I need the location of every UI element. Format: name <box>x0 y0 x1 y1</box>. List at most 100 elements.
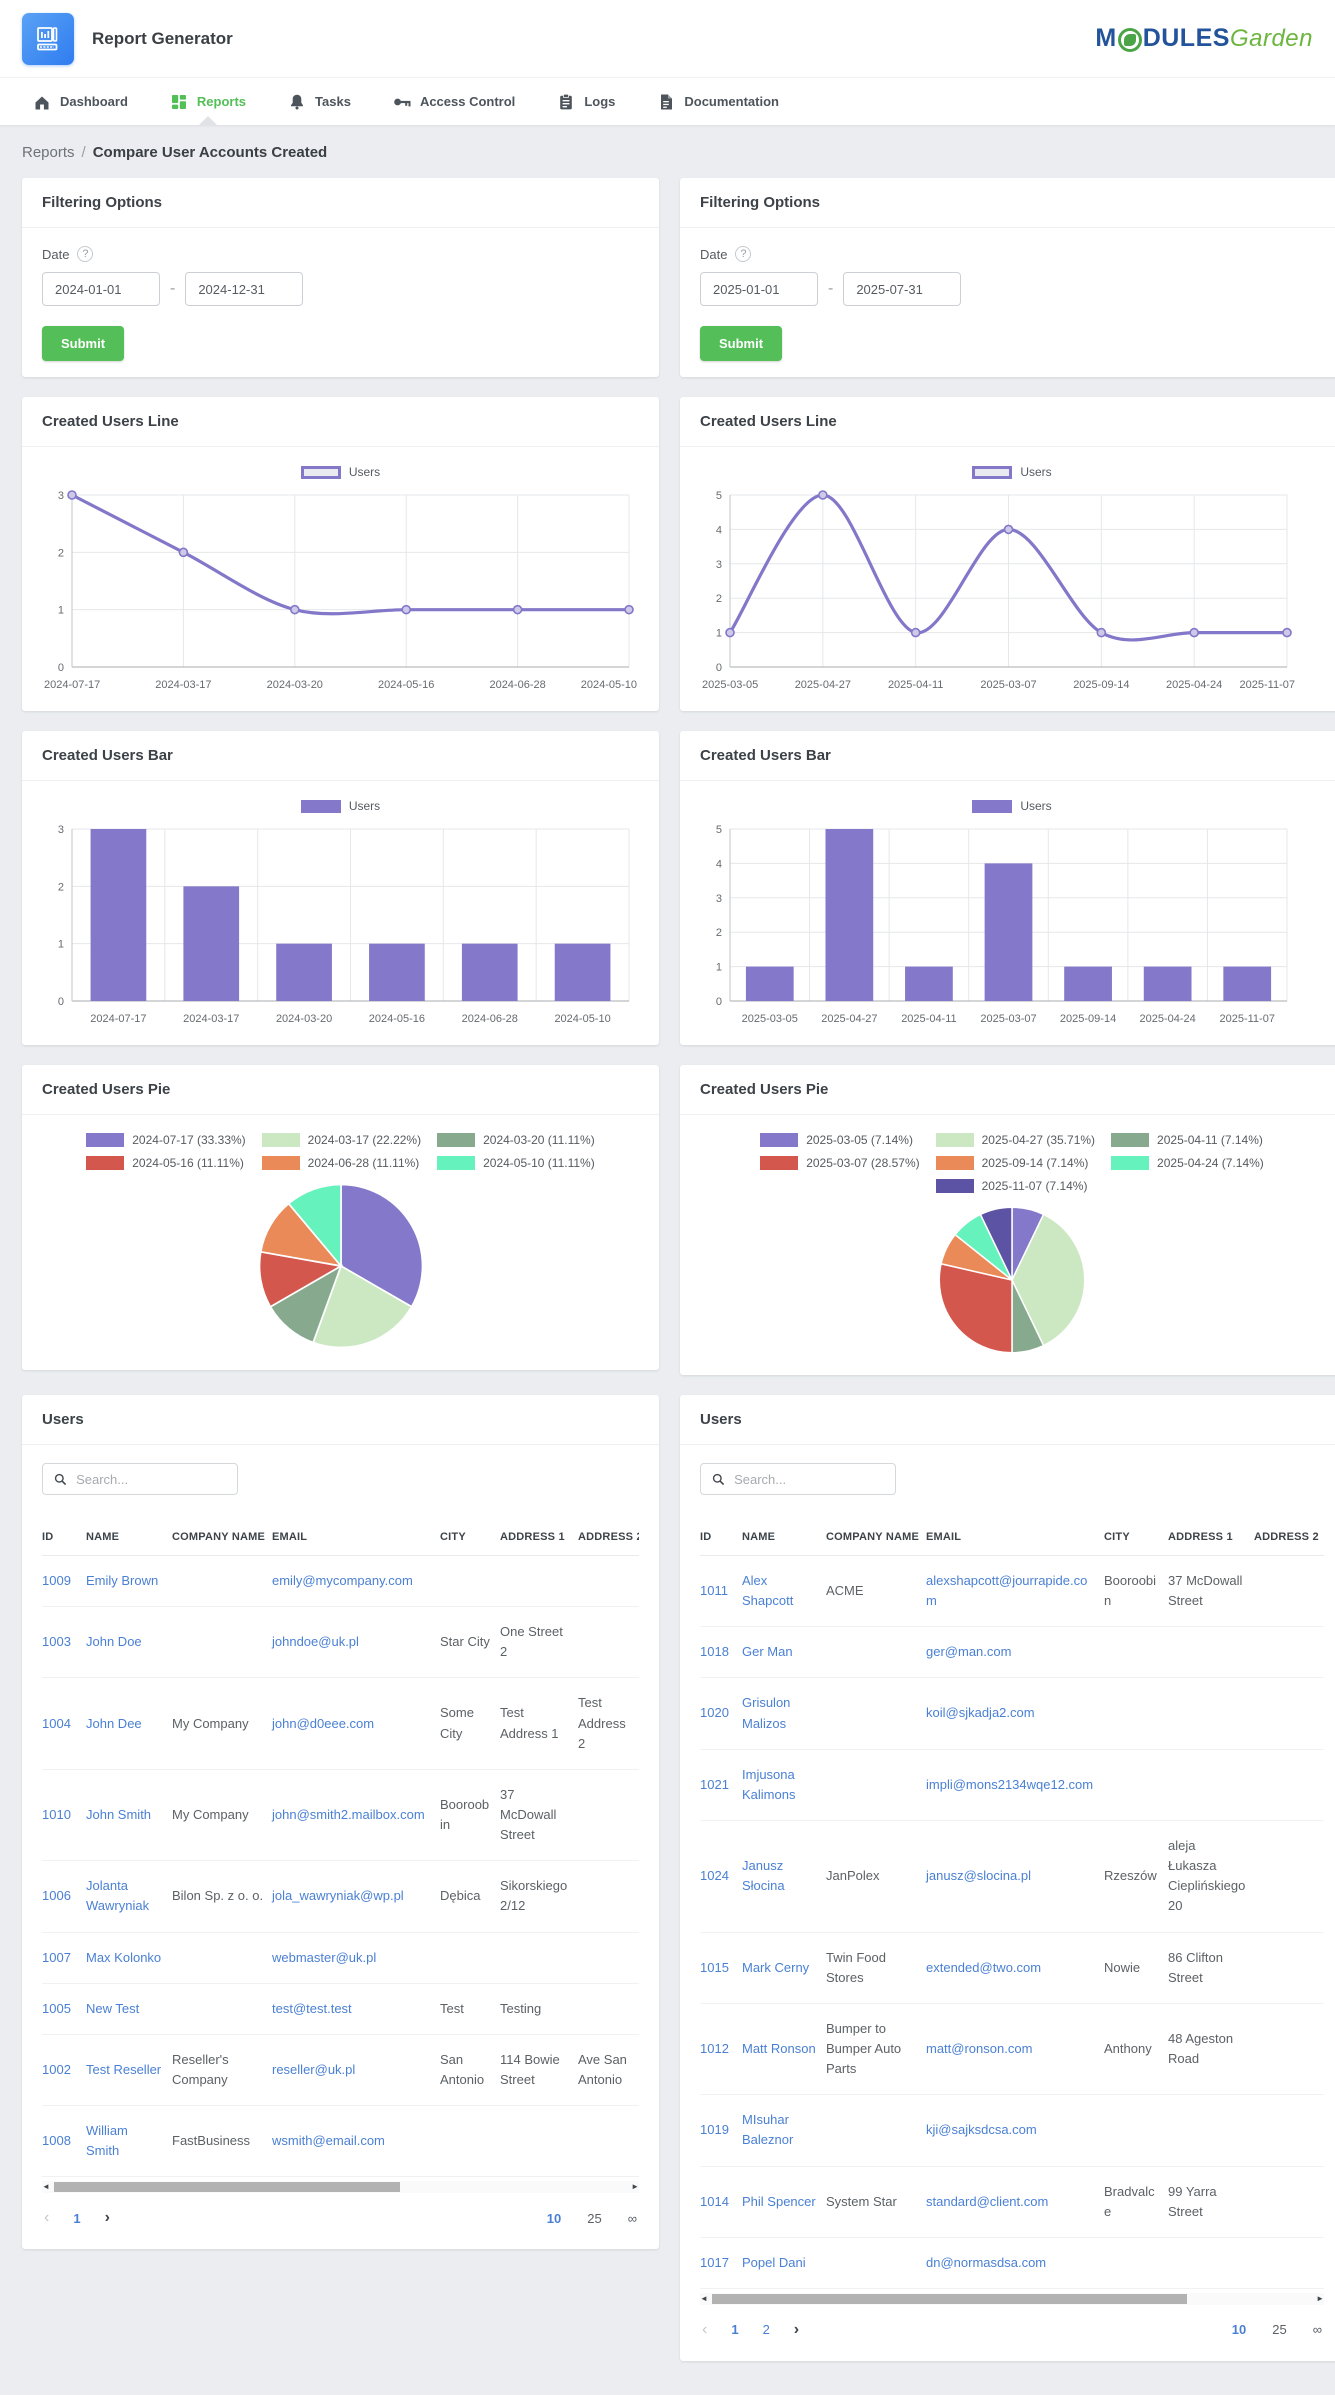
page-size-25[interactable]: 25 <box>1272 2322 1287 2338</box>
email-link[interactable]: johndoe@uk.pl <box>272 1606 440 1679</box>
nav-item-dashboard[interactable]: Dashboard <box>12 78 149 125</box>
column-header[interactable]: ID <box>42 1521 86 1556</box>
date-to-input[interactable] <box>185 272 304 306</box>
date-from-input[interactable] <box>700 272 818 306</box>
user-id-link[interactable]: 1009 <box>42 1555 86 1608</box>
column-header[interactable]: EMAIL <box>926 1521 1104 1556</box>
user-id-link[interactable]: 1002 <box>42 2034 86 2107</box>
page-size-∞[interactable]: ∞ <box>1312 2322 1322 2338</box>
user-id-link[interactable]: 1020 <box>700 1677 742 1750</box>
user-name-link[interactable]: Imjusona Kalimons <box>742 1749 826 1821</box>
pie-legend-item[interactable]: 2025-04-27 (35.71%) <box>935 1133 1095 1147</box>
pie-slice[interactable] <box>339 1183 423 1308</box>
scrollbar-thumb[interactable] <box>53 2182 401 2193</box>
pie-legend-item[interactable]: 2024-05-10 (11.11%) <box>437 1156 595 1170</box>
user-name-link[interactable]: John Smith <box>86 1769 172 1862</box>
email-link[interactable]: test@test.test <box>272 1983 440 2035</box>
column-header[interactable]: NAME <box>86 1521 172 1556</box>
user-id-link[interactable]: 1024 <box>700 1820 742 1933</box>
nav-item-reports[interactable]: Reports <box>149 78 267 125</box>
pie-slice[interactable] <box>938 1262 1013 1354</box>
user-id-link[interactable]: 1007 <box>42 1932 86 1984</box>
pie-legend-item[interactable]: 2025-03-05 (7.14%) <box>760 1133 919 1147</box>
horizontal-scrollbar[interactable]: ◄ ► <box>700 2292 1324 2305</box>
user-name-link[interactable]: Phil Spencer <box>742 2166 826 2238</box>
email-link[interactable]: matt@ronson.com <box>926 2003 1104 2096</box>
user-id-link[interactable]: 1011 <box>700 1555 742 1628</box>
email-link[interactable]: john@smith2.mailbox.com <box>272 1769 440 1862</box>
scroll-left-arrow[interactable]: ◄ <box>42 2182 50 2192</box>
page-size-10[interactable]: 10 <box>546 2210 562 2226</box>
pie-legend-item[interactable]: 2025-09-14 (7.14%) <box>935 1156 1095 1170</box>
email-link[interactable]: impli@mons2134wqe12.com <box>926 1749 1104 1821</box>
pie-slice[interactable] <box>979 1206 1013 1281</box>
page-number-2[interactable]: 2 <box>762 2322 770 2338</box>
page-size-10[interactable]: 10 <box>1231 2322 1247 2338</box>
user-name-link[interactable]: Grisulon Malizos <box>742 1677 826 1750</box>
pie-legend-item[interactable]: 2025-04-24 (7.14%) <box>1111 1156 1264 1170</box>
column-header[interactable]: ADDRESS 2 <box>578 1521 639 1556</box>
page-size-∞[interactable]: ∞ <box>627 2210 637 2226</box>
email-link[interactable]: standard@client.com <box>926 2166 1104 2238</box>
scroll-left-arrow[interactable]: ◄ <box>700 2293 708 2303</box>
breadcrumb-section[interactable]: Reports <box>22 144 75 161</box>
nav-item-tasks[interactable]: Tasks <box>267 78 372 125</box>
user-id-link[interactable]: 1021 <box>700 1749 742 1821</box>
email-link[interactable]: alexshapcott@jourrapide.com <box>926 1555 1104 1628</box>
pie-legend-item[interactable]: 2024-05-16 (11.11%) <box>86 1156 245 1170</box>
pie-legend-item[interactable]: 2024-07-17 (33.33%) <box>86 1133 246 1147</box>
email-link[interactable]: koil@sjkadja2.com <box>926 1677 1104 1750</box>
user-name-link[interactable]: New Test <box>86 1983 172 2035</box>
column-header[interactable]: COMPANY NAME <box>826 1521 926 1556</box>
horizontal-scrollbar[interactable]: ◄ ► <box>42 2181 639 2194</box>
pie-legend-item[interactable]: 2025-04-11 (7.14%) <box>1111 1133 1264 1147</box>
user-name-link[interactable]: Janusz Słocina <box>742 1820 826 1933</box>
nav-item-access-control[interactable]: Access Control <box>372 78 536 125</box>
pie-legend-item[interactable]: 2024-03-20 (11.11%) <box>437 1133 595 1147</box>
email-link[interactable]: kji@sajksdcsa.com <box>926 2094 1104 2167</box>
date-to-input[interactable] <box>843 272 962 306</box>
user-name-link[interactable]: Jolanta Wawryniak <box>86 1860 172 1933</box>
column-header[interactable]: ID <box>700 1521 742 1556</box>
submit-button[interactable]: Submit <box>700 326 783 361</box>
email-link[interactable]: janusz@slocina.pl <box>926 1820 1104 1933</box>
column-header[interactable]: COMPANY NAME <box>172 1521 272 1556</box>
page-number-1[interactable]: 1 <box>731 2322 739 2338</box>
date-from-input[interactable] <box>42 272 160 306</box>
user-id-link[interactable]: 1017 <box>700 2237 742 2289</box>
email-link[interactable]: jola_wawryniak@wp.pl <box>272 1860 440 1933</box>
nav-item-documentation[interactable]: Documentation <box>636 78 800 125</box>
chart-legend-item[interactable]: Users <box>300 465 380 479</box>
user-id-link[interactable]: 1008 <box>42 2105 86 2178</box>
chart-legend-item[interactable]: Users <box>300 799 380 813</box>
user-id-link[interactable]: 1019 <box>700 2094 742 2167</box>
scroll-right-arrow[interactable]: ► <box>1316 2293 1324 2303</box>
pie-slice[interactable] <box>311 1264 413 1349</box>
user-name-link[interactable]: John Dee <box>86 1677 172 1770</box>
email-link[interactable]: reseller@uk.pl <box>272 2034 440 2107</box>
pie-legend-item[interactable]: 2024-06-28 (11.11%) <box>261 1156 421 1170</box>
pie-slice[interactable] <box>286 1183 342 1269</box>
chart-legend-item[interactable]: Users <box>972 799 1052 813</box>
user-id-link[interactable]: 1005 <box>42 1983 86 2035</box>
search-input[interactable] <box>734 1471 884 1487</box>
next-page-button[interactable]: › <box>793 2320 800 2338</box>
email-link[interactable]: wsmith@email.com <box>272 2105 440 2178</box>
user-name-link[interactable]: Matt Ronson <box>742 2003 826 2096</box>
user-name-link[interactable]: Alex Shapcott <box>742 1555 826 1628</box>
user-id-link[interactable]: 1010 <box>42 1769 86 1862</box>
user-name-link[interactable]: Emily Brown <box>86 1555 172 1608</box>
page-number-1[interactable]: 1 <box>73 2210 81 2226</box>
prev-page-button[interactable]: ‹ <box>702 2320 708 2338</box>
user-name-link[interactable]: Popel Dani <box>742 2237 826 2289</box>
user-name-link[interactable]: Ger Man <box>742 1626 826 1679</box>
column-header[interactable]: NAME <box>742 1521 826 1556</box>
column-header[interactable]: ADDRESS 2 <box>1254 1521 1324 1556</box>
page-size-25[interactable]: 25 <box>587 2210 602 2226</box>
help-icon[interactable]: ? <box>77 246 94 262</box>
email-link[interactable]: emily@mycompany.com <box>272 1555 440 1608</box>
user-id-link[interactable]: 1004 <box>42 1677 86 1770</box>
user-id-link[interactable]: 1006 <box>42 1860 86 1933</box>
scrollbar-thumb[interactable] <box>712 2293 1187 2304</box>
user-name-link[interactable]: Max Kolonko <box>86 1932 172 1984</box>
